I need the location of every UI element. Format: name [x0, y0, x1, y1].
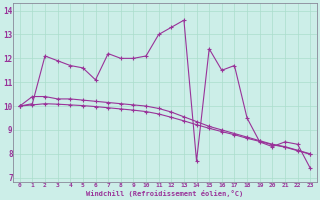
- X-axis label: Windchill (Refroidissement éolien,°C): Windchill (Refroidissement éolien,°C): [86, 190, 244, 197]
